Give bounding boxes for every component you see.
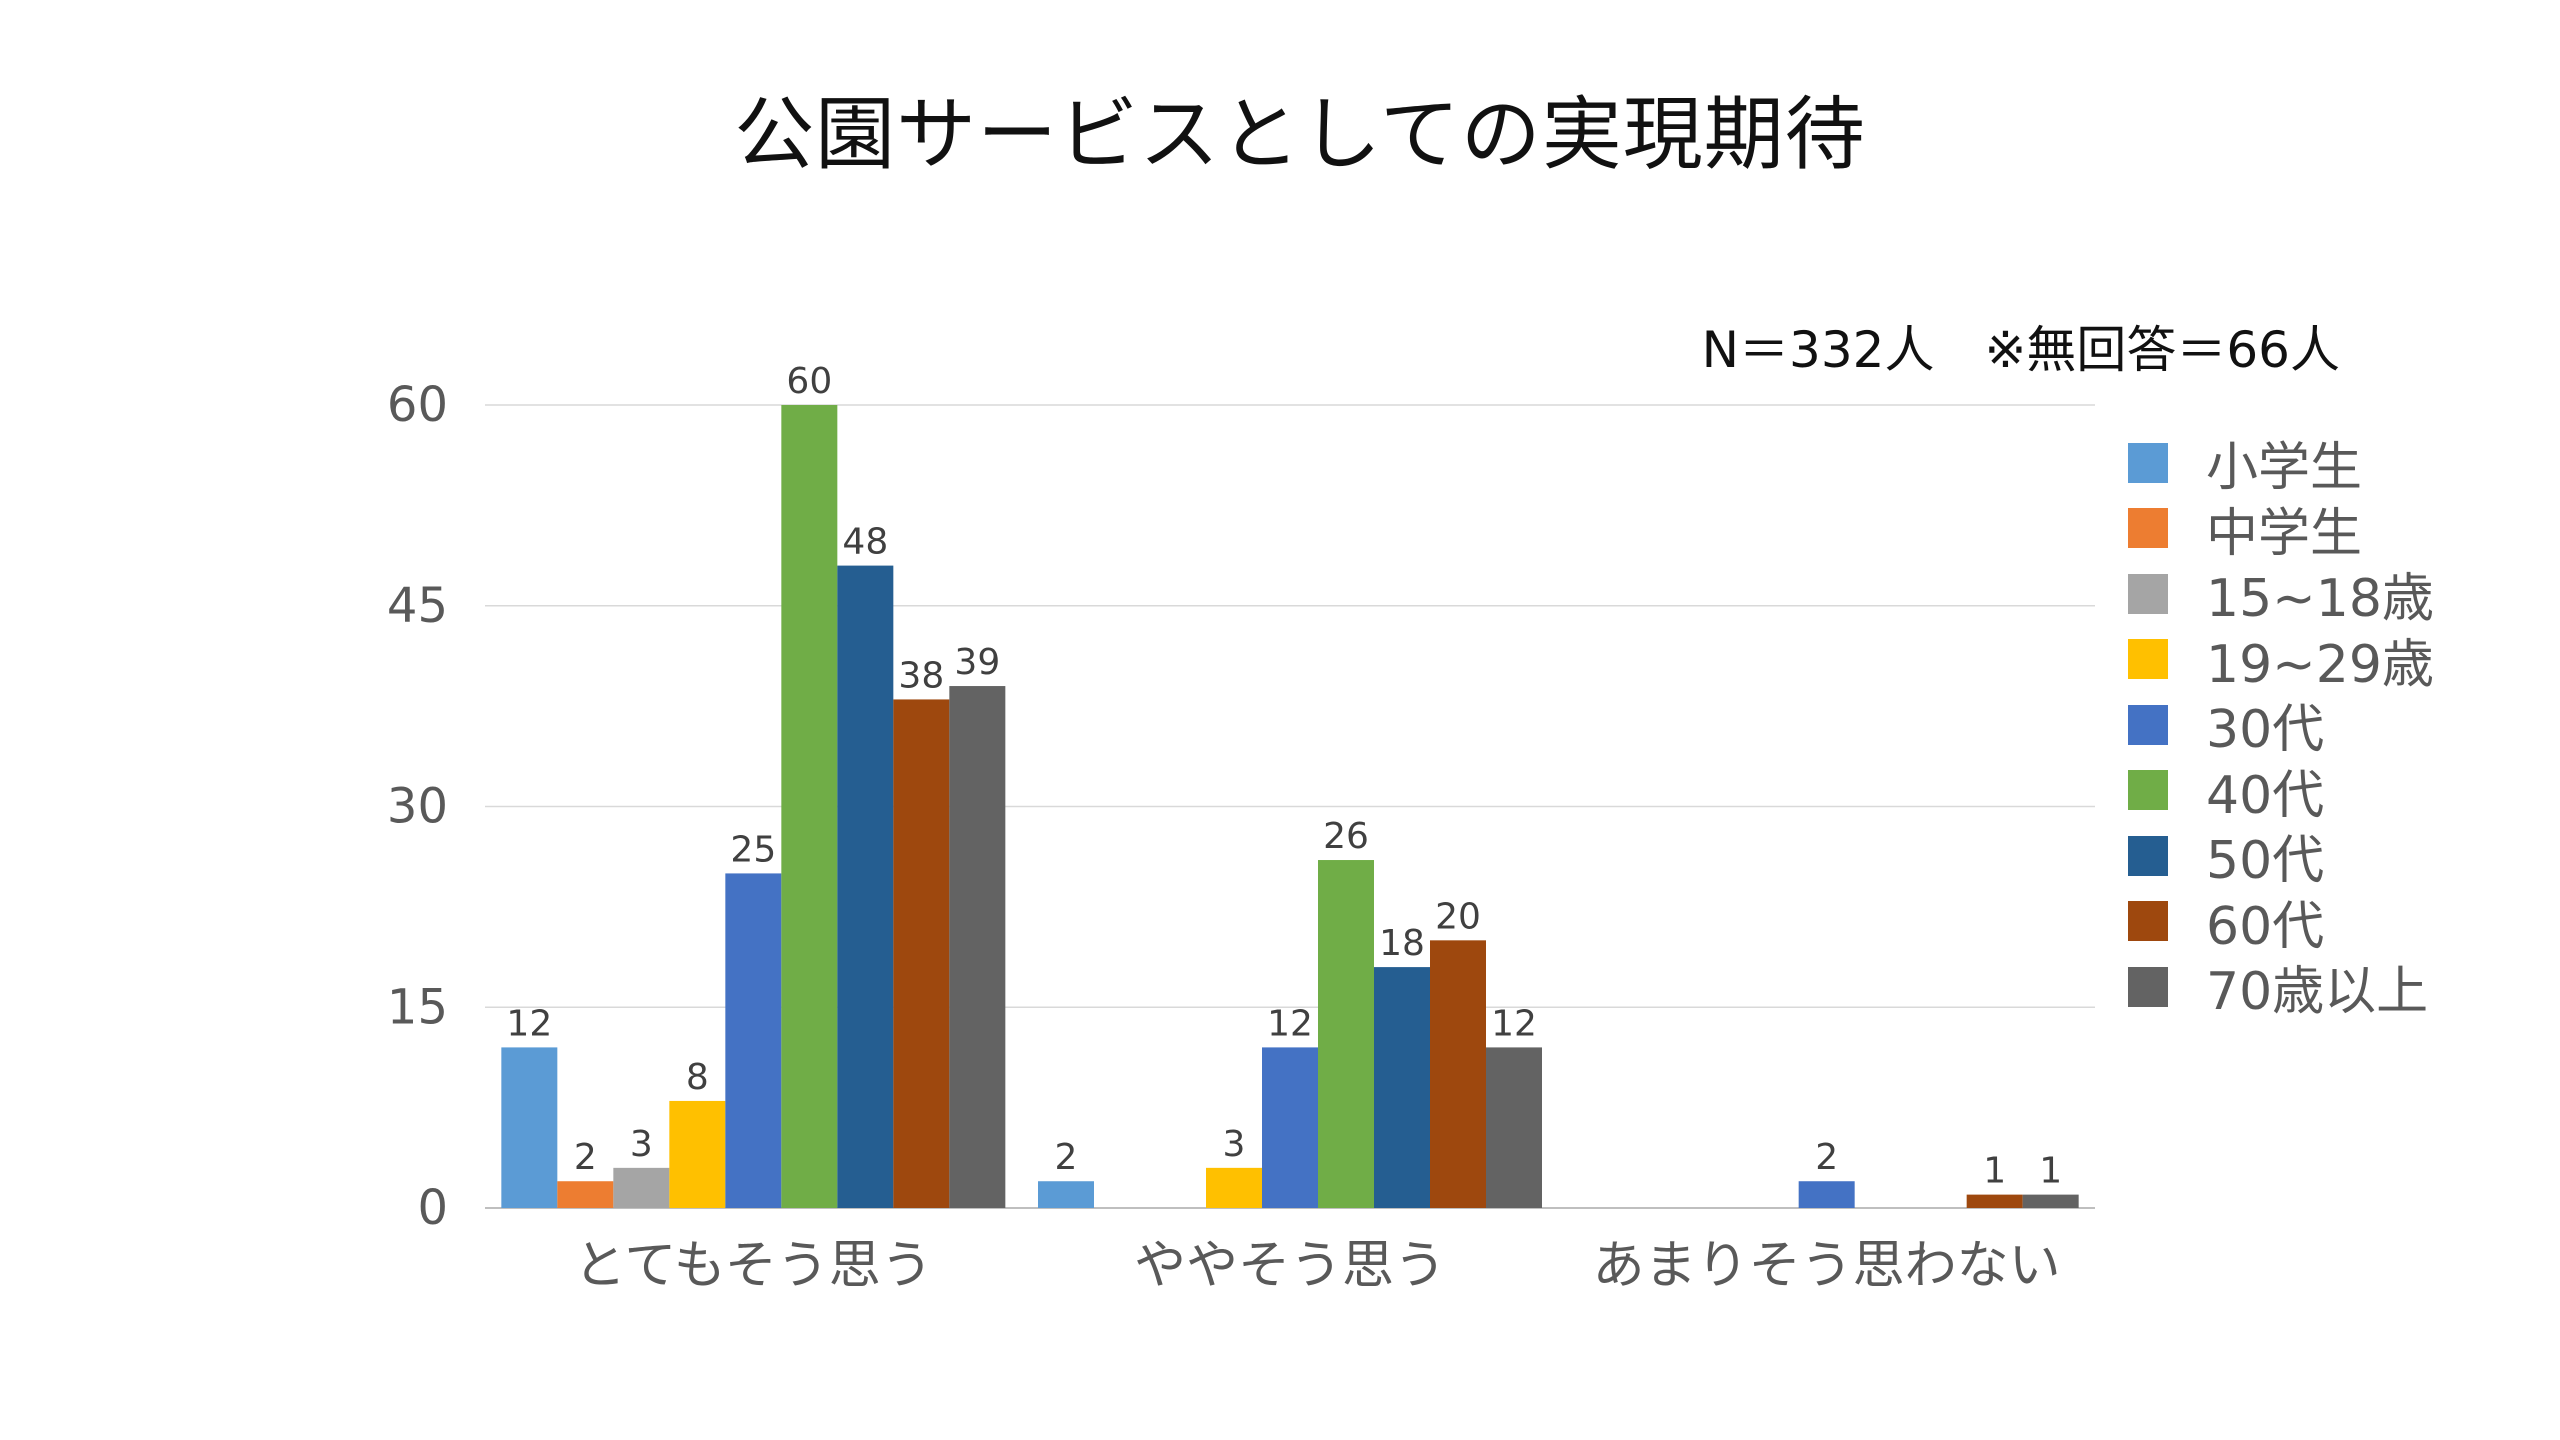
x-category-label: ややそう思う bbox=[1134, 1236, 1446, 1296]
legend-item: 70歳以上 bbox=[2128, 954, 2548, 1022]
bar bbox=[893, 699, 950, 1208]
legend-label: 50代 bbox=[2206, 831, 2325, 892]
data-label: 25 bbox=[730, 829, 776, 870]
data-label: 12 bbox=[1267, 1003, 1313, 1044]
legend-item: 19~29歳 bbox=[2128, 627, 2548, 695]
y-tick-label: 15 bbox=[387, 979, 448, 1035]
legend-item: 60代 bbox=[2128, 889, 2548, 957]
legend-item: 15~18歳 bbox=[2128, 561, 2548, 629]
bar bbox=[669, 1100, 726, 1208]
legend-swatch bbox=[2128, 442, 2168, 483]
bar bbox=[557, 1181, 614, 1208]
legend-item: 小学生 bbox=[2128, 430, 2548, 498]
bar bbox=[1374, 967, 1430, 1208]
x-category-label: あまりそう思わない bbox=[1593, 1236, 2061, 1296]
data-label: 3 bbox=[630, 1124, 653, 1165]
y-tick-label: 60 bbox=[387, 377, 448, 433]
bar bbox=[949, 686, 1006, 1208]
legend-label: 30代 bbox=[2206, 700, 2325, 761]
legend-swatch bbox=[2128, 835, 2168, 876]
legend-swatch bbox=[2128, 573, 2168, 614]
legend-label: 40代 bbox=[2206, 765, 2325, 826]
y-tick-label: 30 bbox=[387, 779, 448, 835]
bars bbox=[501, 405, 2079, 1208]
legend-swatch bbox=[2128, 770, 2168, 811]
legend-swatch bbox=[2128, 901, 2168, 942]
data-label: 18 bbox=[1379, 923, 1425, 964]
bar bbox=[1262, 1047, 1318, 1208]
legend-item: 中学生 bbox=[2128, 496, 2548, 564]
legend-label: 60代 bbox=[2206, 896, 2325, 957]
bar bbox=[501, 1047, 558, 1208]
legend-item: 40代 bbox=[2128, 758, 2548, 826]
bar bbox=[781, 405, 838, 1208]
data-label: 60 bbox=[786, 361, 832, 402]
data-label: 1 bbox=[2039, 1151, 2062, 1192]
legend-swatch bbox=[2128, 966, 2168, 1007]
data-label: 12 bbox=[1491, 1003, 1537, 1044]
bar bbox=[1966, 1194, 2023, 1208]
legend-swatch bbox=[2128, 639, 2168, 680]
x-category-label: とてもそう思う bbox=[574, 1236, 933, 1296]
bar bbox=[1318, 860, 1374, 1208]
bar bbox=[1430, 940, 1486, 1208]
data-label: 3 bbox=[1223, 1124, 1246, 1165]
legend-swatch bbox=[2128, 704, 2168, 745]
data-label: 2 bbox=[574, 1137, 597, 1178]
bar bbox=[2022, 1194, 2079, 1208]
bar bbox=[725, 873, 782, 1208]
data-label: 2 bbox=[1055, 1137, 1078, 1178]
legend-label: 70歳以上 bbox=[2206, 962, 2429, 1023]
legend-swatch bbox=[2128, 508, 2168, 549]
legend-label: 19~29歳 bbox=[2206, 634, 2434, 695]
data-label: 2 bbox=[1815, 1137, 1838, 1178]
chart-title: 公園サービスとしての実現期待 bbox=[734, 88, 1866, 181]
legend: 小学生 中学生 15~18歳 19~29歳 30代 40代 50代 60代 70歳以上 bbox=[2128, 430, 2548, 1022]
data-label: 1 bbox=[1983, 1151, 2006, 1192]
data-label: 12 bbox=[506, 1003, 552, 1044]
bar bbox=[1038, 1181, 1094, 1208]
y-tick-label: 45 bbox=[387, 578, 448, 634]
axes: 0 15 30 45 60 とてもそう思う ややそう思う あまりそう思わない bbox=[387, 377, 2061, 1296]
legend-label: 中学生 bbox=[2206, 503, 2363, 564]
bar bbox=[837, 565, 894, 1208]
bar bbox=[1486, 1047, 1542, 1208]
data-label: 8 bbox=[686, 1057, 709, 1098]
bar bbox=[1798, 1181, 1855, 1208]
bar bbox=[1206, 1167, 1262, 1208]
legend-label: 小学生 bbox=[2206, 438, 2363, 499]
chart-note: N＝332人 ※無回答＝66人 bbox=[1701, 321, 2340, 379]
data-label: 26 bbox=[1323, 816, 1369, 857]
data-label: 39 bbox=[954, 642, 1000, 683]
bar bbox=[613, 1167, 670, 1208]
data-label: 38 bbox=[898, 655, 944, 696]
data-label: 20 bbox=[1435, 896, 1481, 937]
legend-label: 15~18歳 bbox=[2206, 569, 2434, 630]
legend-item: 50代 bbox=[2128, 823, 2548, 891]
data-label: 48 bbox=[842, 522, 888, 563]
y-tick-label: 0 bbox=[417, 1180, 448, 1236]
legend-item: 30代 bbox=[2128, 692, 2548, 760]
